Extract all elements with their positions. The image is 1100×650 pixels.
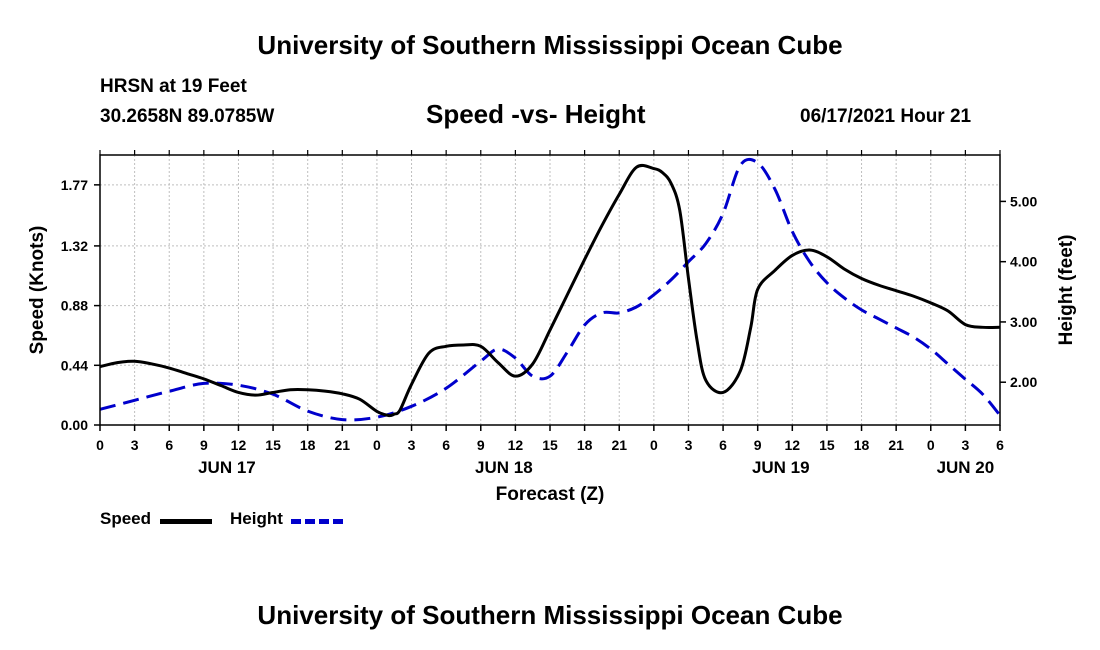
x-tick-label: 6 bbox=[442, 437, 450, 453]
x-tick-label: 12 bbox=[785, 437, 801, 453]
x-tick-label: 21 bbox=[611, 437, 627, 453]
x-tick-label: 21 bbox=[335, 437, 351, 453]
x-tick-label: 0 bbox=[96, 437, 104, 453]
day-label: JUN 20 bbox=[937, 458, 995, 477]
y2-tick-label: 4.00 bbox=[1010, 254, 1037, 270]
legend-speed-label: Speed bbox=[100, 509, 152, 528]
x-tick-label: 18 bbox=[577, 437, 593, 453]
legend-height-swatch bbox=[291, 519, 343, 524]
x-tick-label: 21 bbox=[888, 437, 904, 453]
x-tick-label: 18 bbox=[854, 437, 870, 453]
footer-title: University of Southern Mississippi Ocean… bbox=[257, 600, 843, 630]
day-label: JUN 18 bbox=[475, 458, 533, 477]
x-tick-label: 0 bbox=[650, 437, 658, 453]
day-label: JUN 17 bbox=[198, 458, 256, 477]
y-tick-label: 1.77 bbox=[61, 177, 88, 193]
height-series-line bbox=[99, 157, 1002, 422]
x-tick-label: 3 bbox=[685, 437, 693, 453]
legend-height-label: Height bbox=[230, 509, 283, 528]
legend-speed-swatch bbox=[160, 519, 212, 524]
y-tick-label: 0.00 bbox=[61, 417, 88, 433]
chart-subtitle: Speed -vs- Height bbox=[426, 99, 646, 129]
y-tick-label: 1.32 bbox=[61, 238, 88, 254]
y2-tick-label: 2.00 bbox=[1010, 374, 1037, 390]
x-tick-label: 15 bbox=[265, 437, 281, 453]
y2-tick-label: 3.00 bbox=[1010, 314, 1037, 330]
day-label: JUN 19 bbox=[752, 458, 810, 477]
x-tick-label: 6 bbox=[165, 437, 173, 453]
x-tick-label: 0 bbox=[373, 437, 381, 453]
x-axis-title: Forecast (Z) bbox=[496, 484, 605, 505]
x-tick-label: 3 bbox=[131, 437, 139, 453]
x-tick-label: 9 bbox=[200, 437, 208, 453]
x-tick-label: 15 bbox=[819, 437, 835, 453]
station-label: HRSN at 19 Feet bbox=[100, 76, 247, 97]
x-tick-label: 15 bbox=[542, 437, 558, 453]
x-tick-label: 9 bbox=[754, 437, 762, 453]
coordinates-label: 30.2658N 89.0785W bbox=[100, 106, 275, 127]
x-tick-label: 12 bbox=[508, 437, 524, 453]
y-axis-title: Speed (Knots) bbox=[27, 226, 48, 355]
x-tick-label: 12 bbox=[231, 437, 247, 453]
chart-title: University of Southern Mississippi Ocean… bbox=[257, 30, 843, 60]
timestamp-label: 06/17/2021 Hour 21 bbox=[800, 106, 972, 127]
y-tick-label: 0.88 bbox=[61, 298, 88, 314]
x-tick-label: 3 bbox=[408, 437, 416, 453]
x-tick-label: 6 bbox=[719, 437, 727, 453]
speed-series-line bbox=[99, 163, 1001, 418]
y-tick-label: 0.44 bbox=[61, 357, 88, 373]
y2-axis-title: Height (feet) bbox=[1056, 235, 1077, 346]
x-tick-label: 18 bbox=[300, 437, 316, 453]
y2-tick-label: 5.00 bbox=[1010, 193, 1037, 209]
x-tick-label: 0 bbox=[927, 437, 935, 453]
x-tick-label: 3 bbox=[961, 437, 969, 453]
x-tick-label: 9 bbox=[477, 437, 485, 453]
x-tick-label: 6 bbox=[996, 437, 1004, 453]
